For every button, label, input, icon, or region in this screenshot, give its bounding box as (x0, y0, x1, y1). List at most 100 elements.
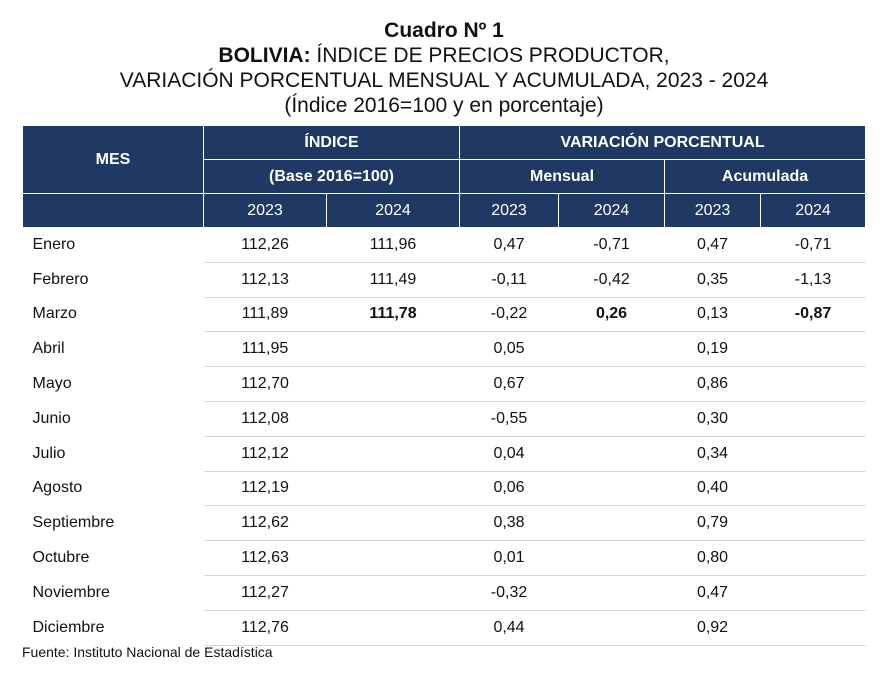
value-cell (326, 505, 460, 542)
row: Diciembre 112,76 0,44 0,92 (23, 610, 866, 646)
header-cell: ÍNDICE (202, 125, 461, 160)
header-cell (22, 193, 204, 228)
value-cell: 112,26 (203, 227, 327, 263)
year-header: 2023 (203, 193, 327, 228)
value-cell: 112,76 (203, 610, 327, 646)
value-cell: 0,79 (664, 505, 761, 542)
value-cell: 112,13 (203, 262, 327, 298)
value-cell: 0,34 (664, 436, 761, 472)
value-cell: 0,92 (664, 610, 761, 646)
value-cell (760, 436, 866, 472)
month: Junio (32, 409, 71, 427)
row: Septiembre 112,62 0,38 0,79 (23, 505, 866, 542)
month: Mayo (32, 375, 72, 393)
value-cell: 112,12 (203, 436, 327, 472)
value-cell (326, 610, 460, 646)
value-cell: 0,26 (558, 297, 665, 333)
value-cell: 112,08 (203, 401, 327, 437)
row: Febrero 112,13 111,49 -0,11 -0,42 0,35 -1,13 (23, 262, 866, 298)
cuadro: Cuadro Nº 1 (384, 19, 504, 42)
value-cell (326, 366, 460, 402)
value-cell (558, 471, 665, 507)
value-cell (558, 610, 665, 646)
row: Abril 111,95 0,05 0,19 (23, 331, 866, 368)
value-cell (326, 331, 460, 368)
year-header: 2024 (325, 193, 461, 228)
value-cell (558, 331, 665, 368)
month: Enero (32, 236, 76, 254)
month: Marzo (32, 305, 77, 323)
value-cell: -0,22 (459, 297, 559, 333)
header-cell: (Base 2016=100) (202, 159, 461, 194)
country: BOLIVIA: (218, 44, 311, 67)
value-cell: 0,47 (664, 227, 761, 263)
value-cell: 112,70 (203, 366, 327, 402)
value-cell: 0,44 (459, 610, 559, 646)
value-cell (558, 401, 665, 437)
value-cell: 0,30 (664, 401, 761, 437)
row: Noviembre 112,27 -0,32 0,47 (23, 575, 866, 611)
month: Octubre (32, 549, 90, 567)
header-cell: VARIACIÓN PORCENTUAL (459, 125, 867, 160)
value-cell (558, 505, 665, 542)
month: Agosto (32, 479, 83, 497)
value-cell (760, 610, 866, 646)
value-cell (760, 471, 866, 507)
value-cell: 112,63 (203, 540, 327, 576)
titles: Cuadro Nº 1 BOLIVIA: ÍNDICE DE PRECIOS P… (0, 18, 888, 118)
title: ÍNDICE DE PRECIOS PRODUCTOR, (310, 44, 670, 67)
row: Julio 112,12 0,04 0,34 (23, 436, 866, 472)
value-cell (558, 540, 665, 576)
row: Octubre 112,63 0,01 0,80 (23, 540, 866, 576)
value-cell: 0,40 (664, 471, 761, 507)
value-cell (326, 540, 460, 576)
value-cell (558, 436, 665, 472)
source: Fuente: Instituto Nacional de Estadístic… (22, 644, 273, 660)
row: Mayo 112,70 0,67 0,86 (23, 366, 866, 402)
value-cell: 0,38 (459, 505, 559, 542)
value-cell: 0,80 (664, 540, 761, 576)
value-cell: 111,49 (326, 262, 460, 298)
value-cell (326, 401, 460, 437)
value-cell: 111,95 (203, 331, 327, 368)
value-cell: -0,11 (459, 262, 559, 298)
value-cell: 0,04 (459, 436, 559, 472)
value-cell: 0,47 (459, 227, 559, 263)
row: Agosto 112,19 0,06 0,40 (23, 471, 866, 507)
title-line: BOLIVIA: ÍNDICE DE PRECIOS PRODUCTOR, (0, 43, 888, 68)
value-cell: -0,71 (760, 227, 866, 263)
row: Junio 112,08 -0,55 0,30 (23, 401, 866, 437)
header-cell: Acumulada (664, 159, 867, 194)
value-cell: 0,47 (664, 575, 761, 611)
value-cell: 0,35 (664, 262, 761, 298)
month: Abril (32, 340, 65, 358)
value-cell (760, 575, 866, 611)
month: Julio (32, 444, 66, 462)
header-cell: MES (22, 125, 204, 194)
value-cell: -0,32 (459, 575, 559, 611)
year-header: 2024 (558, 193, 666, 228)
value-cell: 112,27 (203, 575, 327, 611)
value-cell: -1,13 (760, 262, 866, 298)
title-line2: VARIACIÓN PORCENTUAL MENSUAL Y ACUMULADA… (119, 69, 769, 92)
value-cell: 0,86 (664, 366, 761, 402)
value-cell: -0,87 (760, 297, 866, 333)
value-cell: 111,89 (203, 297, 327, 333)
value-cell: 0,67 (459, 366, 559, 402)
value-cell: 112,62 (203, 505, 327, 542)
value-cell (760, 540, 866, 576)
year-header: 2023 (459, 193, 560, 228)
value-cell (760, 505, 866, 542)
row: Marzo 111,89 111,78 -0,22 0,26 0,13 -0,87 (23, 297, 866, 333)
value-cell: 0,01 (459, 540, 559, 576)
value-cell: 111,96 (326, 227, 460, 263)
value-cell (326, 436, 460, 472)
value-cell (326, 575, 460, 611)
value-cell (760, 401, 866, 437)
value-cell: -0,55 (459, 401, 559, 437)
value-cell (760, 366, 866, 402)
month: Noviembre (32, 583, 110, 601)
subtitle: (Índice 2016=100 y en porcentaje) (284, 94, 604, 117)
month: Septiembre (32, 514, 115, 532)
